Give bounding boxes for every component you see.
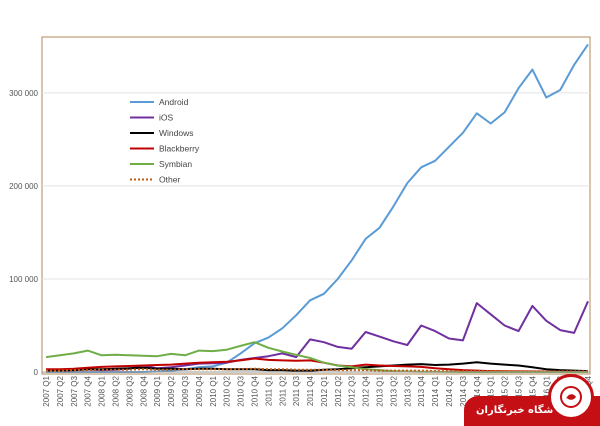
x-tick-label: 2012 Q3 <box>348 375 357 406</box>
x-tick-label: 2009 Q3 <box>181 375 190 406</box>
y-tick-label: 0 <box>34 368 39 377</box>
x-tick-label: 2010 Q4 <box>250 375 259 406</box>
x-tick-label: 2007 Q3 <box>70 375 79 406</box>
x-tick-label: 2007 Q4 <box>84 375 93 406</box>
x-tick-label: 2010 Q1 <box>209 375 218 406</box>
legend: Android iOS Windows Blackberry Symbian Other <box>130 97 200 185</box>
x-tick-label: 2015 Q4 <box>528 375 537 406</box>
x-tick-label: 2007 Q1 <box>42 375 51 406</box>
plot-area-border <box>41 36 591 375</box>
x-tick-label: 2009 Q1 <box>153 375 162 406</box>
x-tick-label: 2015 Q3 <box>515 375 524 406</box>
x-tick-label: 2011 Q2 <box>278 375 287 406</box>
watermark-text: باشگاه خبرنگاران <box>476 405 561 416</box>
x-tick-label: 2015 Q2 <box>501 375 510 406</box>
x-tick-label: 2013 Q1 <box>376 375 385 406</box>
x-tick-label: 2008 Q3 <box>125 375 134 406</box>
x-axis: 2007 Q1 2007 Q2 2007 Q3 2007 Q4 2008 Q1 2008 … <box>42 371 593 407</box>
x-tick-label: 2008 Q4 <box>139 375 148 406</box>
x-tick-label: 2009 Q4 <box>195 375 204 406</box>
watermark-emblem <box>548 374 594 420</box>
legend-label: iOS <box>159 113 174 123</box>
y-axis: 0 100 000 200 000 300 000 <box>9 89 38 377</box>
y-tick-label: 100 000 <box>9 275 38 284</box>
x-tick-label: 2011 Q4 <box>306 375 315 406</box>
x-tick-label: 2014 Q3 <box>459 375 468 406</box>
x-tick-label: 2007 Q2 <box>56 375 65 406</box>
x-tick-label: 2008 Q2 <box>111 375 120 406</box>
legend-label: Windows <box>159 128 193 138</box>
x-tick-label: 2014 Q2 <box>445 375 454 406</box>
x-tick-label: 2012 Q4 <box>362 375 371 406</box>
x-tick-label: 2013 Q3 <box>403 375 412 406</box>
legend-label: Symbian <box>159 159 192 169</box>
x-tick-label: 2013 Q4 <box>417 375 426 406</box>
x-tick-label: 2016 Q1 <box>542 375 551 406</box>
x-tick-label: 2015 Q1 <box>487 375 496 406</box>
emblem-icon <box>560 386 582 408</box>
x-tick-label: 2012 Q1 <box>320 375 329 406</box>
x-tick-label: 2009 Q2 <box>167 375 176 406</box>
y-tick-label: 200 000 <box>9 182 38 191</box>
x-tick-label: 2014 Q4 <box>473 375 482 406</box>
x-tick-label: 2011 Q1 <box>264 375 273 406</box>
x-tick-label: 2012 Q2 <box>334 375 343 406</box>
y-tick-label: 300 000 <box>9 89 38 98</box>
x-tick-label: 2011 Q3 <box>292 375 301 406</box>
x-tick-label: 2008 Q1 <box>98 375 107 406</box>
legend-label: Other <box>159 175 180 185</box>
x-tick-label: 2013 Q2 <box>389 375 398 406</box>
legend-label: Blackberry <box>159 144 200 154</box>
x-tick-label: 2014 Q1 <box>431 375 440 406</box>
watermark-logo: باشگاه خبرنگاران <box>464 374 600 426</box>
x-tick-label: 2010 Q3 <box>237 375 246 406</box>
x-tick-label: 2010 Q2 <box>223 375 232 406</box>
legend-label: Android <box>159 97 189 107</box>
series-line-windows <box>45 361 589 373</box>
